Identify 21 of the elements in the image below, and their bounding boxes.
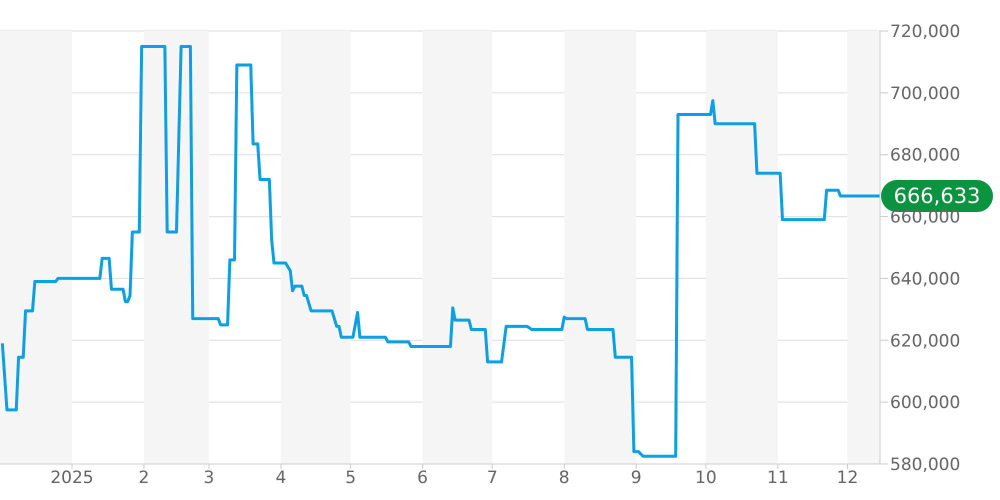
y-tick-label: 680,000 [890,146,960,166]
y-tick-label: 620,000 [890,331,960,352]
y-tick-label: 580,000 [890,455,960,476]
y-tick-label: 600,000 [890,393,960,414]
x-tick-label: 5 [345,468,356,488]
x-tick-label: 9 [630,468,642,488]
x-tick-label: 2025 [50,468,94,488]
x-tick-label: 3 [204,468,214,488]
annotation: 666,633 [894,184,980,208]
x-tick-label: 2 [138,468,150,488]
x-tick-label: 7 [486,468,498,488]
y-tick-label: 720,000 [890,22,960,42]
x-tick-label: 8 [558,468,570,488]
x-tick-label: 6 [417,468,428,488]
y-tick-label: 700,000 [890,84,960,104]
x-tick-label: 10 [695,468,717,488]
x-tick-label: 11 [767,468,789,488]
x-tick-label: 4 [276,468,286,488]
y-tick-label: 640,000 [890,269,960,290]
x-tick-label: 12 [836,468,858,488]
line-series [0,44,880,458]
